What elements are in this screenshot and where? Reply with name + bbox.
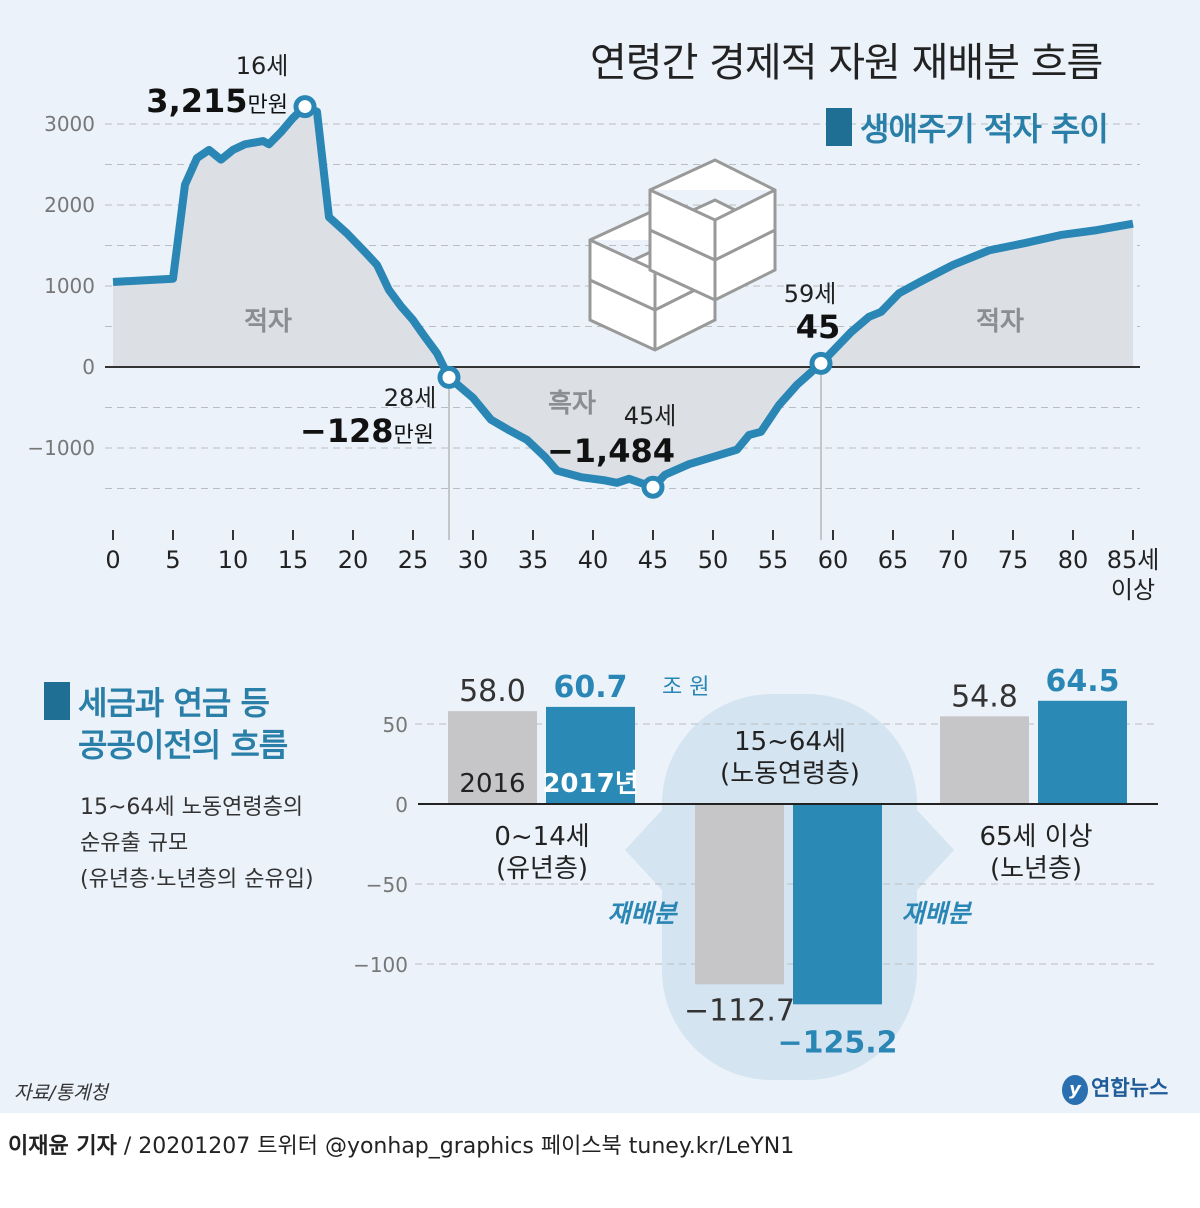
annotation-value-number: −128: [300, 412, 394, 450]
legend-2016: 2016: [459, 769, 525, 799]
section2-heading-line1: 세금과 연금 등: [78, 684, 270, 722]
y-tick-label: −100: [353, 953, 408, 977]
section2-heading-line2: 공공이전의 흐름: [78, 726, 288, 764]
section1-heading: 생애주기 적자 추이: [826, 104, 1109, 150]
y-tick-label: 0: [395, 793, 408, 817]
category-sublabel: (노년층): [990, 854, 1082, 884]
x-tick-label: 65: [878, 546, 909, 574]
y-tick-label: 0: [82, 355, 95, 379]
y-tick-label: 3000: [44, 112, 95, 136]
desc-line: 순유출 규모: [80, 831, 189, 856]
bar-2017년: [546, 706, 635, 804]
section2-description: 15~64세 노동연령층의 순유출 규모 (유년층·노년층의 순유입): [80, 790, 314, 898]
y-tick-label: 1000: [44, 274, 95, 298]
annotation-value: 45: [796, 308, 841, 346]
x-tick-label: 75: [998, 546, 1029, 574]
bar-value-label: −112.7: [684, 993, 795, 1028]
bar-value-label: 64.5: [1045, 664, 1119, 699]
category-label: 15~64세: [734, 727, 846, 757]
area-label: 적자: [976, 307, 1024, 337]
bar-2016: [448, 711, 537, 804]
x-tick-label: 85세: [1107, 546, 1160, 574]
annotation-age: 45세: [624, 402, 677, 430]
money-stack-icon: [588, 158, 777, 352]
highlight-marker: [437, 365, 461, 389]
highlight-marker: [293, 95, 317, 119]
square-marker-icon: [826, 108, 852, 146]
bar-2017년: [1038, 700, 1127, 804]
redistribution-label: 재배분: [901, 899, 972, 928]
x-tick-label: 50: [698, 546, 729, 574]
bar-2016: [940, 716, 1029, 804]
annotation-unit: 만원: [394, 423, 434, 448]
bar-value-label: −125.2: [777, 1025, 897, 1060]
annotation-unit: 만원: [248, 93, 288, 118]
highlight-marker: [641, 475, 665, 499]
category-label: 65세 이상: [979, 822, 1092, 852]
y-tick-label: −50: [366, 873, 408, 897]
annotation-value: 3,215만원: [146, 82, 288, 120]
annotation-value: −1,484: [547, 432, 675, 470]
square-marker-icon: [44, 682, 70, 720]
area-label: 적자: [244, 307, 292, 337]
y-tick-label: 2000: [44, 193, 95, 217]
bar-value-label: 60.7: [553, 670, 627, 705]
x-tick-label: 60: [818, 546, 849, 574]
x-tick-label: 20: [338, 546, 369, 574]
page-title: 연령간 경제적 자원 재배분 흐름: [590, 40, 1103, 86]
x-tick-label: 25: [398, 546, 429, 574]
y-tick-label: 50: [383, 713, 408, 737]
area-fill: [113, 106, 1133, 488]
x-tick-label: 55: [758, 546, 789, 574]
annotation-value-number: 3,215: [146, 82, 247, 120]
desc-line: (유년층·노년층의 순유입): [80, 867, 314, 892]
yonhap-logo: y 연합뉴스: [1062, 1072, 1168, 1105]
annotation-age: 59세: [784, 280, 837, 308]
annotation-age: 28세: [384, 384, 437, 412]
credit-rest: / 20201207 트위터 @yonhap_graphics 페이스북 tun…: [116, 1134, 795, 1159]
x-tick-label: 15: [278, 546, 309, 574]
arrow-left-icon: [625, 810, 662, 890]
x-tick-label: 40: [578, 546, 609, 574]
x-tick-label: 35: [518, 546, 549, 574]
redistribution-label: 재배분: [607, 899, 678, 928]
annotation-value: −128만원: [300, 412, 434, 450]
x-tick-label: 80: [1058, 546, 1089, 574]
category-label: 0~14세: [494, 822, 589, 852]
annotation-value-number: −1,484: [547, 432, 675, 470]
legend-2017: 2017년: [542, 769, 638, 799]
logo-text: 연합뉴스: [1091, 1076, 1169, 1100]
x-tick-label: 10: [218, 546, 249, 574]
annotation-value-number: 45: [796, 308, 841, 346]
x-tick-label: 45: [638, 546, 669, 574]
x-tick-label: 70: [938, 546, 969, 574]
x-tick-sublabel: 이상: [1111, 576, 1155, 604]
bar-2017년: [793, 804, 882, 1005]
annotation-age: 16세: [236, 52, 289, 80]
unit-label: 조 원: [662, 675, 709, 700]
arrow-right-icon: [917, 810, 954, 890]
x-tick-label: 0: [105, 546, 120, 574]
logo-icon: y: [1062, 1075, 1088, 1105]
bar-value-label: 54.8: [951, 679, 1018, 714]
money-bundle: [648, 158, 777, 262]
source-label: 자료/통계청: [14, 1082, 108, 1104]
area-label: 흑자: [548, 389, 596, 419]
y-tick-label: −1000: [27, 436, 95, 460]
bar-value-label: 58.0: [459, 674, 526, 709]
bar-2016: [695, 804, 784, 985]
desc-line: 15~64세 노동연령층의: [80, 795, 304, 820]
category-sublabel: (유년층): [496, 854, 588, 884]
highlight-marker: [809, 351, 833, 375]
credit-line: 이재윤 기자 / 20201207 트위터 @yonhap_graphics 페…: [8, 1128, 794, 1160]
section1-heading-text: 생애주기 적자 추이: [860, 110, 1109, 148]
category-sublabel: (노동연령층): [720, 759, 860, 789]
x-tick-label: 5: [165, 546, 180, 574]
author: 이재윤 기자: [8, 1134, 117, 1159]
x-tick-label: 30: [458, 546, 489, 574]
